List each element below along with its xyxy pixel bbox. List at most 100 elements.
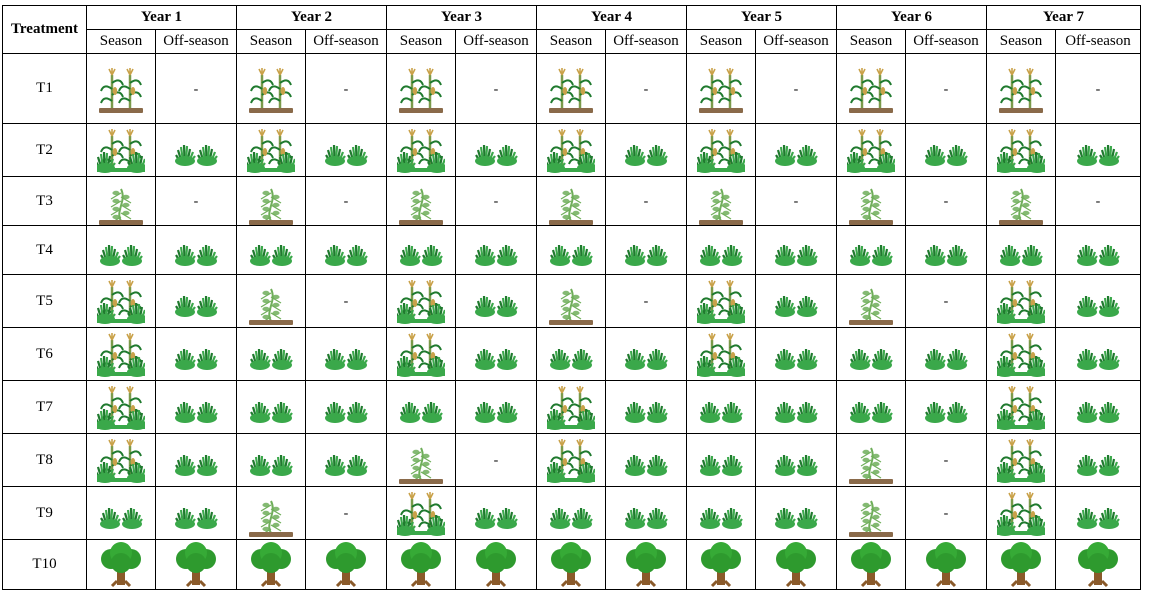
season-header-row: Season Off-season Season Off-season Season Of… xyxy=(3,29,1141,54)
grass-icon xyxy=(775,244,818,266)
table-cell xyxy=(605,123,687,177)
table-cell xyxy=(1055,123,1141,177)
table-cell xyxy=(236,380,306,434)
table-cell xyxy=(986,123,1056,177)
table-cell xyxy=(755,225,837,275)
grass-icon xyxy=(775,454,818,476)
tree-icon xyxy=(101,541,141,587)
table-cell xyxy=(86,486,156,540)
table-cell xyxy=(605,539,687,590)
table-row: T3 - - - - - - - xyxy=(2,176,1141,226)
table-cell xyxy=(386,433,456,487)
table-cell: - xyxy=(155,53,237,124)
maize-with-grass-icon xyxy=(547,129,595,173)
table-cell xyxy=(836,486,906,540)
table-cell xyxy=(755,486,837,540)
grass-icon xyxy=(1000,244,1043,266)
grass-icon xyxy=(400,401,443,423)
grass-icon xyxy=(250,348,293,370)
table-cell xyxy=(236,225,306,275)
bean-on-soil-icon xyxy=(249,188,293,225)
maize-on-soil-icon xyxy=(399,67,443,113)
table-cell xyxy=(236,327,306,381)
table-cell xyxy=(386,380,456,434)
table-cell xyxy=(905,123,987,177)
table-cell xyxy=(536,225,606,275)
table-cell xyxy=(86,433,156,487)
maize-on-soil-icon xyxy=(999,67,1043,113)
table-cell xyxy=(686,539,756,590)
grass-icon xyxy=(700,454,743,476)
table-cell xyxy=(155,433,237,487)
empty-dash: - xyxy=(943,81,949,97)
table-row: T1 - - - - - - - xyxy=(2,53,1141,124)
table-cell xyxy=(155,274,237,328)
table-cell xyxy=(236,433,306,487)
table-cell xyxy=(386,274,456,328)
table-cell xyxy=(905,327,987,381)
table-cell xyxy=(605,380,687,434)
bean-on-soil-icon xyxy=(699,188,743,225)
maize-with-grass-icon xyxy=(697,129,745,173)
grass-icon xyxy=(550,507,593,529)
table-cell: - xyxy=(305,486,387,540)
maize-with-grass-icon xyxy=(997,439,1045,483)
table-cell xyxy=(605,225,687,275)
table-cell xyxy=(986,225,1056,275)
empty-dash: - xyxy=(493,194,499,209)
table-cell: - xyxy=(905,176,987,226)
grass-icon xyxy=(775,507,818,529)
grass-icon xyxy=(1077,244,1120,266)
table-cell xyxy=(836,123,906,177)
table-cell xyxy=(386,176,456,226)
table-cell xyxy=(755,433,837,487)
empty-dash: - xyxy=(943,194,949,209)
table-cell xyxy=(305,433,387,487)
grass-icon xyxy=(325,144,368,166)
grass-icon xyxy=(625,244,668,266)
grass-icon xyxy=(775,401,818,423)
empty-dash: - xyxy=(343,294,349,309)
table-cell xyxy=(686,176,756,226)
table-cell xyxy=(86,176,156,226)
table-cell xyxy=(986,539,1056,590)
table-cell: - xyxy=(155,176,237,226)
empty-dash: - xyxy=(793,81,799,97)
tree-icon xyxy=(251,541,291,587)
grass-icon xyxy=(1077,295,1120,317)
maize-with-grass-icon xyxy=(697,333,745,377)
table-cell xyxy=(1055,486,1141,540)
year-2-header: Year 2 xyxy=(236,5,387,30)
table-cell xyxy=(236,53,306,124)
table-row: T4 xyxy=(2,225,1141,275)
grass-icon xyxy=(325,454,368,476)
maize-with-grass-icon xyxy=(847,129,895,173)
table-row: T9 - - xyxy=(2,486,1141,540)
table-cell xyxy=(836,327,906,381)
treatment-label: T8 xyxy=(2,433,87,487)
grass-icon xyxy=(1077,401,1120,423)
grass-icon xyxy=(625,507,668,529)
empty-dash: - xyxy=(343,81,349,97)
year-7-header: Year 7 xyxy=(986,5,1141,30)
season-header-year-4: Season xyxy=(536,29,606,54)
grass-icon xyxy=(100,244,143,266)
treatment-table: Treatment Year 1 Year 2 Year 3 Year 4 Year 5… xyxy=(2,5,1141,590)
maize-on-soil-icon xyxy=(249,67,293,113)
year-6-header: Year 6 xyxy=(836,5,987,30)
year-4-header: Year 4 xyxy=(536,5,687,30)
season-header-year-2: Season xyxy=(236,29,306,54)
maize-with-grass-icon xyxy=(547,439,595,483)
table-cell xyxy=(455,539,537,590)
empty-dash: - xyxy=(943,453,949,468)
table-cell xyxy=(686,123,756,177)
table-cell xyxy=(155,380,237,434)
grass-icon xyxy=(250,454,293,476)
year-1-header: Year 1 xyxy=(86,5,237,30)
grass-icon xyxy=(550,244,593,266)
table-cell xyxy=(986,274,1056,328)
grass-icon xyxy=(1077,507,1120,529)
table-cell xyxy=(86,123,156,177)
table-cell xyxy=(605,433,687,487)
treatment-label: T6 xyxy=(2,327,87,381)
